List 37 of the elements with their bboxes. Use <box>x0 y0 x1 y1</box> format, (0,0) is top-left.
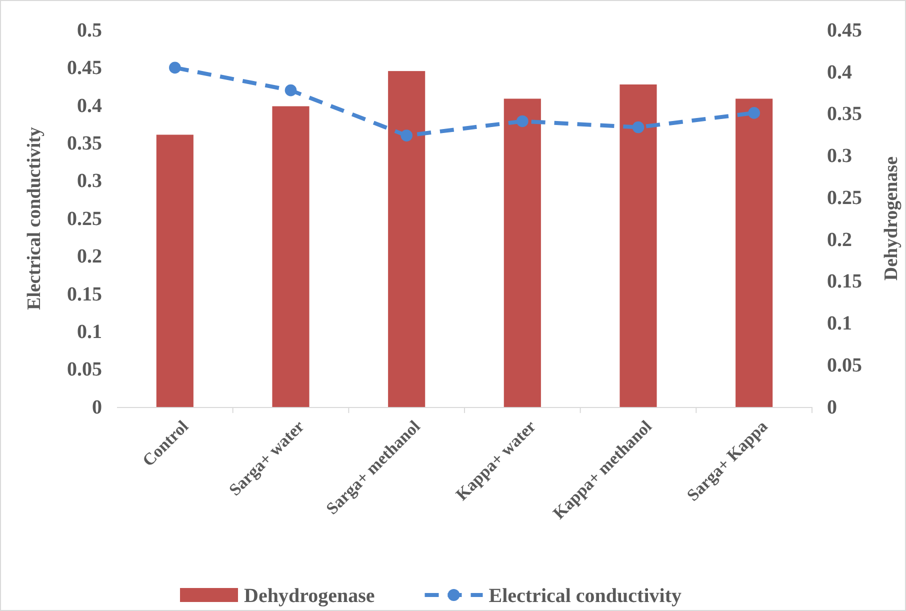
y-tick-label: 0.15 <box>67 283 102 306</box>
y-tick-label: 0.05 <box>67 358 102 381</box>
y2-tick-label: 0 <box>827 396 837 418</box>
y2-tick-label: 0.45 <box>827 19 862 42</box>
y-tick-label: 0.25 <box>67 208 102 230</box>
y-tick-label: 0.45 <box>67 57 102 80</box>
y2-tick-label: 0.35 <box>827 103 862 126</box>
legend-label: Dehydrogenase <box>244 585 375 607</box>
y-tick-label: 0.5 <box>77 19 102 42</box>
y2-tick-label: 0.3 <box>827 145 852 168</box>
y-tick-label: 0.2 <box>77 246 102 268</box>
y2-tick-label: 0.15 <box>827 270 862 293</box>
y2-tick-label: 0.2 <box>827 228 852 251</box>
y2-tick-label: 0.25 <box>827 186 862 209</box>
point <box>284 84 297 96</box>
point <box>632 121 644 134</box>
point <box>516 115 528 128</box>
y-axis-title: Electrical conductivity <box>24 126 45 310</box>
y-tick-label: 0.35 <box>67 132 102 154</box>
y2-tick-label: 0.4 <box>827 61 852 84</box>
bar <box>504 98 541 407</box>
y-tick-label: 0.4 <box>77 94 102 117</box>
point <box>748 107 760 119</box>
y-tick-label: 0.3 <box>77 170 102 192</box>
y2-tick-label: 0.05 <box>827 354 862 377</box>
bar <box>620 84 657 407</box>
y-tick-label: 0 <box>92 396 102 418</box>
y2-axis-title: Dehydrogenase <box>881 156 902 281</box>
legend-label: Electrical conductivity <box>488 585 682 607</box>
point <box>169 62 181 74</box>
bar <box>272 106 310 407</box>
bar <box>388 71 426 407</box>
bar <box>156 134 194 407</box>
y-tick-label: 0.1 <box>77 321 102 343</box>
bar <box>736 98 773 407</box>
point <box>400 130 412 142</box>
y2-tick-label: 0.1 <box>827 312 852 335</box>
